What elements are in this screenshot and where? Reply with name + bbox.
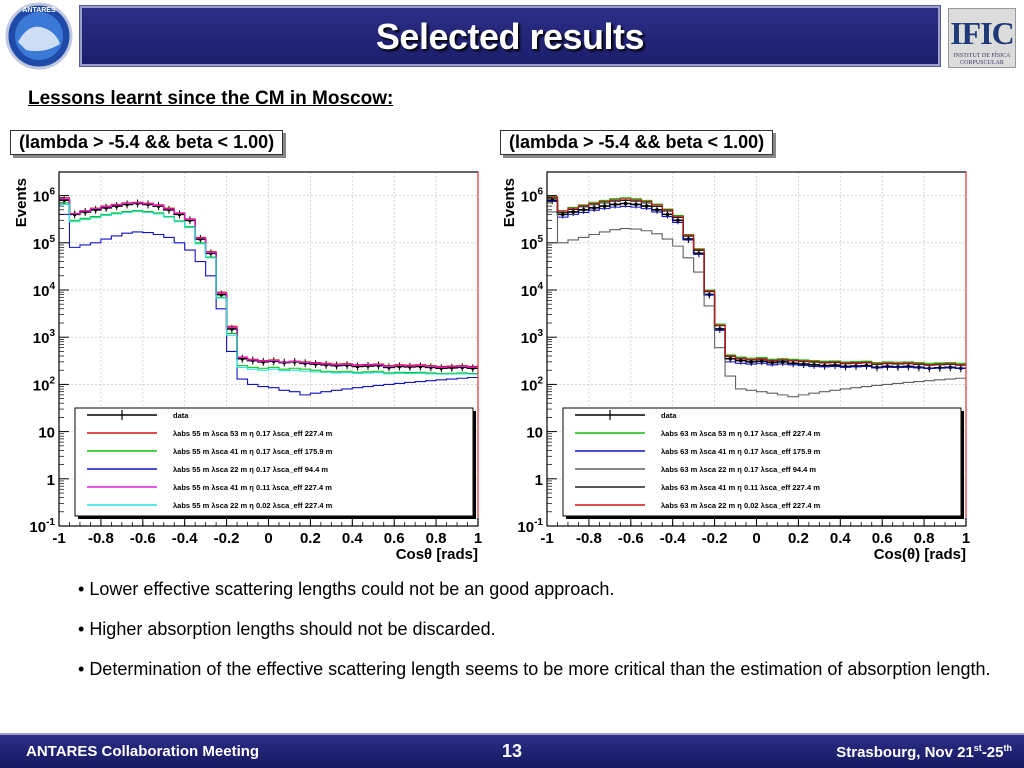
bullet-item: • Higher absorption lengths should not b… <box>78 619 496 639</box>
y-tick-label: 102 <box>521 375 544 394</box>
legend-entry-label: λabs 63 m λsca 53 m η 0.17 λsca_eff 227.… <box>661 429 821 438</box>
legend-entry-label: λabs 55 m λsca 41 m η 0.17 λsca_eff 175.… <box>173 447 333 456</box>
bullet-text: Higher absorption lengths should not be … <box>89 619 496 639</box>
y-tick-label: 103 <box>521 328 544 347</box>
y-tick-label: 102 <box>33 375 56 394</box>
x-tick-label: 1 <box>962 530 970 547</box>
x-tick-label: 0.2 <box>300 530 321 547</box>
bullet-text: Lower effective scattering lengths could… <box>89 579 615 599</box>
x-tick-label: 0.2 <box>788 530 809 547</box>
title-banner: Selected results <box>80 6 940 66</box>
y-tick-label: 104 <box>521 281 544 300</box>
legend-entry-label: λabs 55 m λsca 22 m η 0.02 λsca_eff 227.… <box>173 501 333 510</box>
y-tick-label: 106 <box>33 187 56 206</box>
y-tick-label: 10 <box>526 425 543 442</box>
y-tick-label: 104 <box>33 281 56 300</box>
legend-entry-label: λabs 63 m λsca 41 m η 0.17 λsca_eff 175.… <box>661 447 821 456</box>
legend-entry-label: λabs 63 m λsca 22 m η 0.17 λsca_eff 94.4… <box>661 465 816 474</box>
footer-meeting-name: ANTARES Collaboration Meeting <box>26 743 260 760</box>
ific-logo-subtitle: INSTITUT DE FÍSICA CORPUSCULAR <box>953 53 1011 66</box>
page-number: 13 <box>501 741 523 761</box>
legend-entry-label: λabs 63 m λsca 41 m η 0.11 λsca_eff 227.… <box>661 483 820 492</box>
y-tick-label: 1 <box>47 472 55 489</box>
legend-entry-label: λabs 55 m λsca 41 m η 0.11 λsca_eff 227.… <box>173 483 332 492</box>
section-subheading: Lessons learnt since the CM in Moscow: <box>28 88 394 109</box>
y-tick-label: 106 <box>521 187 544 206</box>
x-tick-label: 0.4 <box>830 530 852 547</box>
series-line-5 <box>59 203 478 375</box>
x-tick-label: 0 <box>264 530 272 547</box>
x-tick-label: -0.4 <box>172 530 199 547</box>
legend-box <box>74 407 474 517</box>
right-cut-label: (lambda > -5.4 && beta < 1.00) <box>500 130 774 155</box>
series-line-4 <box>59 198 478 368</box>
x-tick-label: -0.2 <box>702 530 728 547</box>
bullet-item: • Determination of the effective scatter… <box>78 659 991 679</box>
x-tick-label: 0.8 <box>426 530 447 547</box>
y-tick-label: 1 <box>535 472 543 489</box>
legend-entry-label: λabs 55 m λsca 22 m η 0.17 λsca_eff 94.4… <box>173 465 328 474</box>
y-tick-label: 105 <box>521 234 544 253</box>
x-axis-label: Cos(θ) [rads] <box>874 546 966 563</box>
y-tick-label: 10-1 <box>29 517 55 536</box>
x-tick-label: -0.6 <box>618 530 644 547</box>
right-histogram: (lambda > -5.4 && beta < 1.00) -1 -0.8 -0.… <box>494 128 974 568</box>
x-tick-label: 0 <box>752 530 760 547</box>
legend-entry-label: data <box>661 411 677 420</box>
x-tick-label: 0.6 <box>872 530 893 547</box>
x-tick-label: -0.2 <box>214 530 240 547</box>
y-tick-label: 103 <box>33 328 56 347</box>
x-tick-label: -0.8 <box>576 530 602 547</box>
legend-entry-label: λabs 55 m λsca 53 m η 0.17 λsca_eff 227.… <box>173 429 333 438</box>
footer-bar: ANTARES Collaboration Meeting 13 Strasbo… <box>0 733 1024 768</box>
x-tick-label: -0.8 <box>88 530 114 547</box>
y-tick-label: 105 <box>33 234 56 253</box>
x-tick-label: 0.8 <box>914 530 935 547</box>
x-tick-label: -1 <box>52 530 65 547</box>
y-tick-label: 10-1 <box>517 517 543 536</box>
bullet-list: • Lower effective scattering lengths cou… <box>78 578 998 698</box>
bullet-text: Determination of the effective scatterin… <box>89 659 991 679</box>
legend-box <box>562 407 962 517</box>
y-tick-label: 10 <box>38 425 55 442</box>
series-line-3 <box>59 213 478 396</box>
ific-logo: IFIC INSTITUT DE FÍSICA CORPUSCULAR <box>948 8 1016 68</box>
legend-entry-label: λabs 63 m λsca 22 m η 0.02 λsca_eff 227.… <box>661 501 821 510</box>
series-line-3 <box>547 211 966 398</box>
left-histogram: (lambda > -5.4 && beta < 1.00) -1 -0.8 -0.… <box>6 128 486 568</box>
x-tick-label: 1 <box>474 530 482 547</box>
x-tick-label: -1 <box>540 530 553 547</box>
bullet-item: • Lower effective scattering lengths cou… <box>78 579 615 599</box>
antares-logo: ANTARES <box>4 2 74 70</box>
series-line-5 <box>547 196 966 365</box>
x-tick-label: 0.6 <box>384 530 405 547</box>
ific-logo-text: IFIC <box>950 15 1015 51</box>
y-axis-label: Events <box>501 178 518 227</box>
x-axis-label: Cosθ [rads] <box>396 546 478 563</box>
left-histogram-svg: -1 -0.8 -0.6 -0.4 -0.2 0 0.2 0.4 0.6 0.8 1 10-1 1 10 1… <box>13 171 482 563</box>
x-tick-label: 0.4 <box>342 530 364 547</box>
footer-location-date: Strasbourg, Nov 21st-25th <box>836 743 1012 761</box>
y-axis-label: Events <box>13 178 30 227</box>
legend-entry-label: data <box>173 411 189 420</box>
left-cut-label: (lambda > -5.4 && beta < 1.00) <box>10 130 284 155</box>
series-line-2 <box>547 200 966 369</box>
right-histogram-svg: -1 -0.8 -0.6 -0.4 -0.2 0 0.2 0.4 0.6 0.8 1 10-1 1 10 1… <box>501 171 970 563</box>
x-tick-label: -0.6 <box>130 530 156 547</box>
antares-logo-text: ANTARES <box>22 7 56 14</box>
x-tick-label: -0.4 <box>660 530 687 547</box>
slide-title: Selected results <box>375 16 645 57</box>
